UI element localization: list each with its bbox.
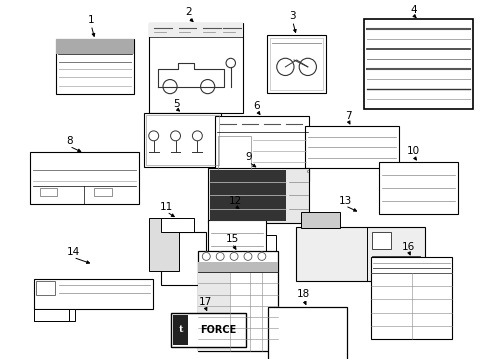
Text: 4: 4 [409, 5, 416, 15]
Text: t: t [178, 325, 183, 334]
Text: 8: 8 [66, 136, 73, 146]
Text: 3: 3 [289, 11, 295, 21]
Bar [148, 218, 178, 271]
Text: 1: 1 [88, 15, 94, 25]
Circle shape [244, 252, 251, 260]
Bar [370, 257, 451, 339]
Bar [145, 114, 219, 165]
Text: 10: 10 [407, 146, 419, 156]
Bar [40, 188, 57, 196]
Bar [143, 113, 221, 167]
Circle shape [230, 252, 238, 260]
Bar [208, 168, 309, 223]
Bar [212, 210, 245, 220]
Circle shape [257, 252, 265, 260]
Bar [34, 279, 152, 309]
Text: 2: 2 [185, 7, 191, 17]
Bar [36, 281, 55, 295]
Bar [161, 231, 206, 285]
Text: 17: 17 [198, 297, 211, 307]
Text: 12: 12 [228, 196, 241, 206]
Text: 11: 11 [160, 202, 173, 212]
Bar [378, 162, 457, 214]
Bar [148, 23, 243, 113]
Text: 6: 6 [253, 100, 260, 111]
Bar [266, 35, 325, 93]
Text: c: c [306, 169, 309, 174]
Bar [295, 227, 424, 281]
Bar [210, 170, 285, 221]
Text: 13: 13 [338, 196, 351, 206]
Bar [215, 117, 309, 181]
Bar [364, 19, 472, 109]
Bar [300, 212, 340, 228]
Bar [304, 126, 398, 168]
Circle shape [202, 252, 210, 260]
Bar [198, 262, 277, 272]
Bar [198, 272, 230, 351]
Bar [198, 251, 277, 351]
Circle shape [216, 252, 224, 260]
Bar [172, 315, 188, 345]
Bar [170, 313, 245, 347]
Bar [56, 39, 134, 54]
Bar [56, 39, 134, 94]
Bar [371, 256, 419, 276]
Bar [267, 307, 346, 360]
Bar [30, 152, 139, 204]
Bar [269, 38, 323, 90]
Text: 15: 15 [225, 234, 238, 244]
Text: 9: 9 [245, 152, 252, 162]
Text: 16: 16 [401, 242, 414, 252]
Bar [208, 220, 265, 260]
Bar [94, 188, 112, 196]
Bar [34, 309, 69, 321]
Bar [34, 309, 75, 321]
Bar [148, 23, 243, 37]
Text: 7: 7 [344, 111, 351, 121]
Bar [371, 231, 390, 249]
Text: 18: 18 [296, 289, 309, 299]
Text: 14: 14 [66, 247, 80, 257]
Bar [161, 218, 194, 231]
Text: 5: 5 [173, 99, 180, 109]
Bar [218, 136, 251, 176]
Bar [265, 235, 275, 260]
Text: FORCE: FORCE [200, 325, 236, 335]
